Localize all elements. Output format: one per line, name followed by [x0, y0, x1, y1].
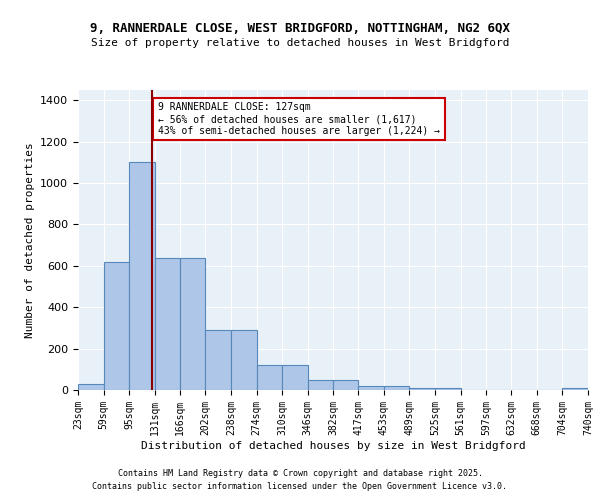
Bar: [155, 258, 180, 390]
X-axis label: Distribution of detached houses by size in West Bridgford: Distribution of detached houses by size …: [140, 440, 526, 450]
Y-axis label: Number of detached properties: Number of detached properties: [25, 142, 35, 338]
Bar: [384, 386, 409, 390]
Bar: [334, 380, 358, 390]
Bar: [257, 365, 282, 390]
Bar: [358, 386, 384, 390]
Bar: [409, 388, 435, 390]
Bar: [78, 384, 104, 390]
Bar: [562, 388, 588, 390]
Bar: [231, 330, 257, 390]
Bar: [282, 365, 308, 390]
Bar: [435, 388, 461, 390]
Bar: [104, 262, 129, 390]
Text: 9 RANNERDALE CLOSE: 127sqm
← 56% of detached houses are smaller (1,617)
43% of s: 9 RANNERDALE CLOSE: 127sqm ← 56% of deta…: [158, 102, 440, 136]
Bar: [180, 258, 205, 390]
Text: Contains public sector information licensed under the Open Government Licence v3: Contains public sector information licen…: [92, 482, 508, 491]
Text: 9, RANNERDALE CLOSE, WEST BRIDGFORD, NOTTINGHAM, NG2 6QX: 9, RANNERDALE CLOSE, WEST BRIDGFORD, NOT…: [90, 22, 510, 36]
Bar: [308, 380, 334, 390]
Text: Contains HM Land Registry data © Crown copyright and database right 2025.: Contains HM Land Registry data © Crown c…: [118, 468, 482, 477]
Bar: [205, 330, 231, 390]
Bar: [129, 162, 155, 390]
Text: Size of property relative to detached houses in West Bridgford: Size of property relative to detached ho…: [91, 38, 509, 48]
